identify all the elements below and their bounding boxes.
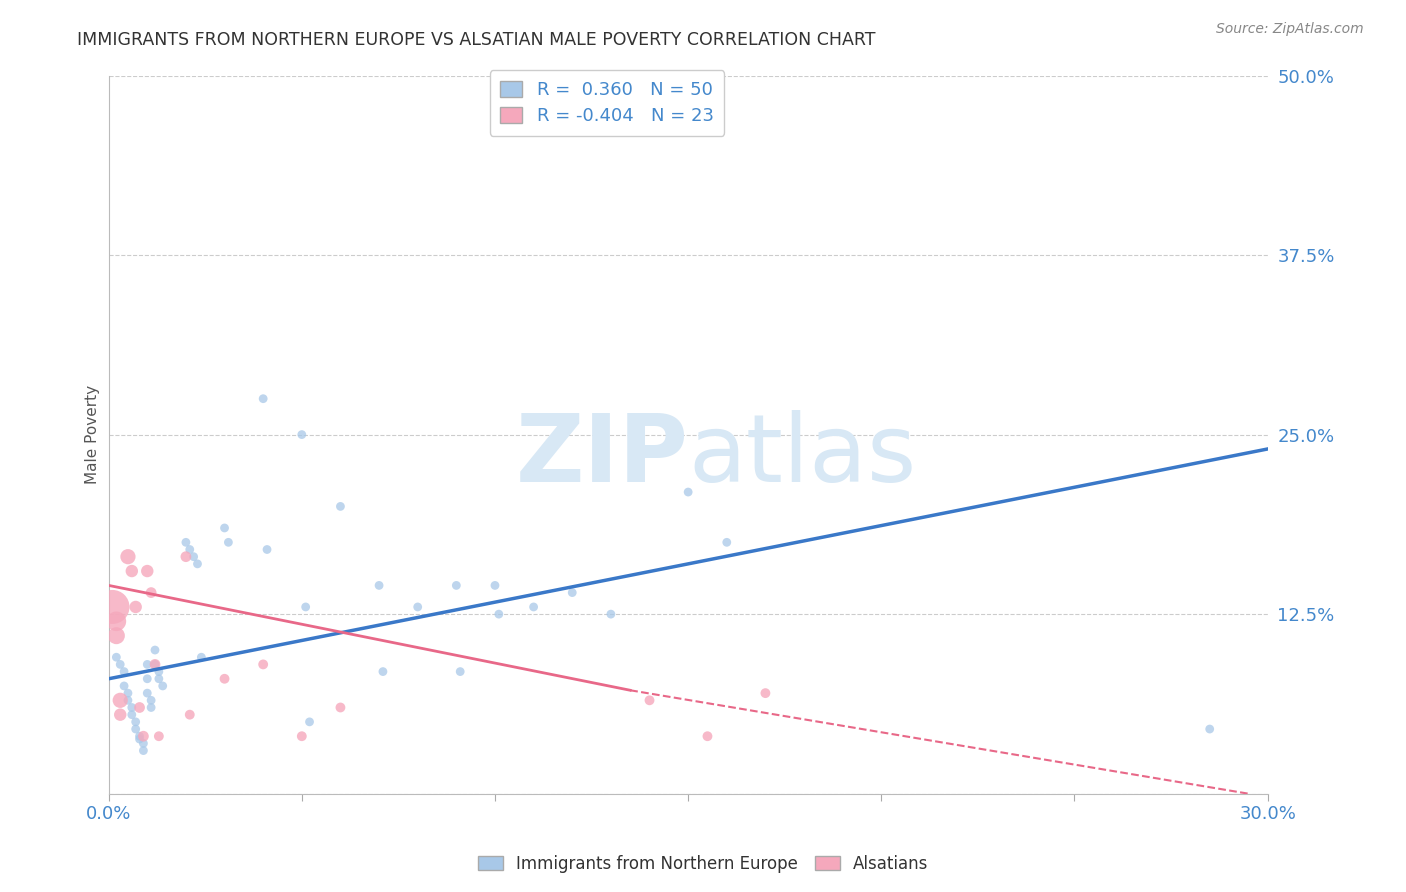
Point [148,665,170,679]
Text: atlas: atlas [688,410,917,502]
Point [124,599,146,614]
Text: ZIP: ZIP [515,410,688,502]
Legend: R =  0.360   N = 50, R = -0.404   N = 23: R = 0.360 N = 50, R = -0.404 N = 23 [489,70,724,136]
Point [484,578,506,592]
Point [174,535,197,549]
Point [124,714,146,729]
Point [139,700,162,714]
Point [174,549,197,564]
Y-axis label: Male Poverty: Male Poverty [86,385,100,484]
Point [152,679,174,693]
Point [148,672,170,686]
Point [124,722,146,736]
Point [329,500,352,514]
Point [148,729,170,743]
Point [676,485,699,500]
Point [256,542,278,557]
Point [449,665,471,679]
Point [488,607,510,621]
Point [136,672,159,686]
Point [139,693,162,707]
Point [329,700,352,714]
Point [121,564,143,578]
Point [139,585,162,599]
Point [105,650,128,665]
Point [716,535,738,549]
Point [132,729,155,743]
Point [696,729,718,743]
Point [179,707,201,722]
Point [252,392,274,406]
Point [179,542,201,557]
Point [294,599,316,614]
Point [291,427,314,442]
Point [186,557,208,571]
Point [121,707,143,722]
Point [183,549,205,564]
Point [128,732,150,747]
Point [117,693,139,707]
Point [117,686,139,700]
Point [298,714,321,729]
Point [117,549,139,564]
Point [136,657,159,672]
Point [190,650,212,665]
Point [101,599,124,614]
Point [368,578,391,592]
Point [128,729,150,743]
Point [406,599,429,614]
Point [143,657,166,672]
Point [214,521,236,535]
Point [143,657,166,672]
Point [112,679,135,693]
Text: IMMIGRANTS FROM NORTHERN EUROPE VS ALSATIAN MALE POVERTY CORRELATION CHART: IMMIGRANTS FROM NORTHERN EUROPE VS ALSAT… [77,31,876,49]
Point [110,693,132,707]
Point [136,564,159,578]
Point [128,700,150,714]
Point [105,615,128,629]
Point [1198,722,1220,736]
Point [110,707,132,722]
Point [112,665,135,679]
Point [136,686,159,700]
Point [105,629,128,643]
Point [599,607,621,621]
Point [110,657,132,672]
Point [446,578,468,592]
Point [217,535,239,549]
Point [754,686,776,700]
Point [143,643,166,657]
Point [132,743,155,757]
Point [523,599,546,614]
Point [121,700,143,714]
Point [132,736,155,750]
Point [561,585,583,599]
Point [638,693,661,707]
Point [252,657,274,672]
Text: Source: ZipAtlas.com: Source: ZipAtlas.com [1216,22,1364,37]
Point [371,665,394,679]
Legend: Immigrants from Northern Europe, Alsatians: Immigrants from Northern Europe, Alsatia… [471,848,935,880]
Point [291,729,314,743]
Point [214,672,236,686]
